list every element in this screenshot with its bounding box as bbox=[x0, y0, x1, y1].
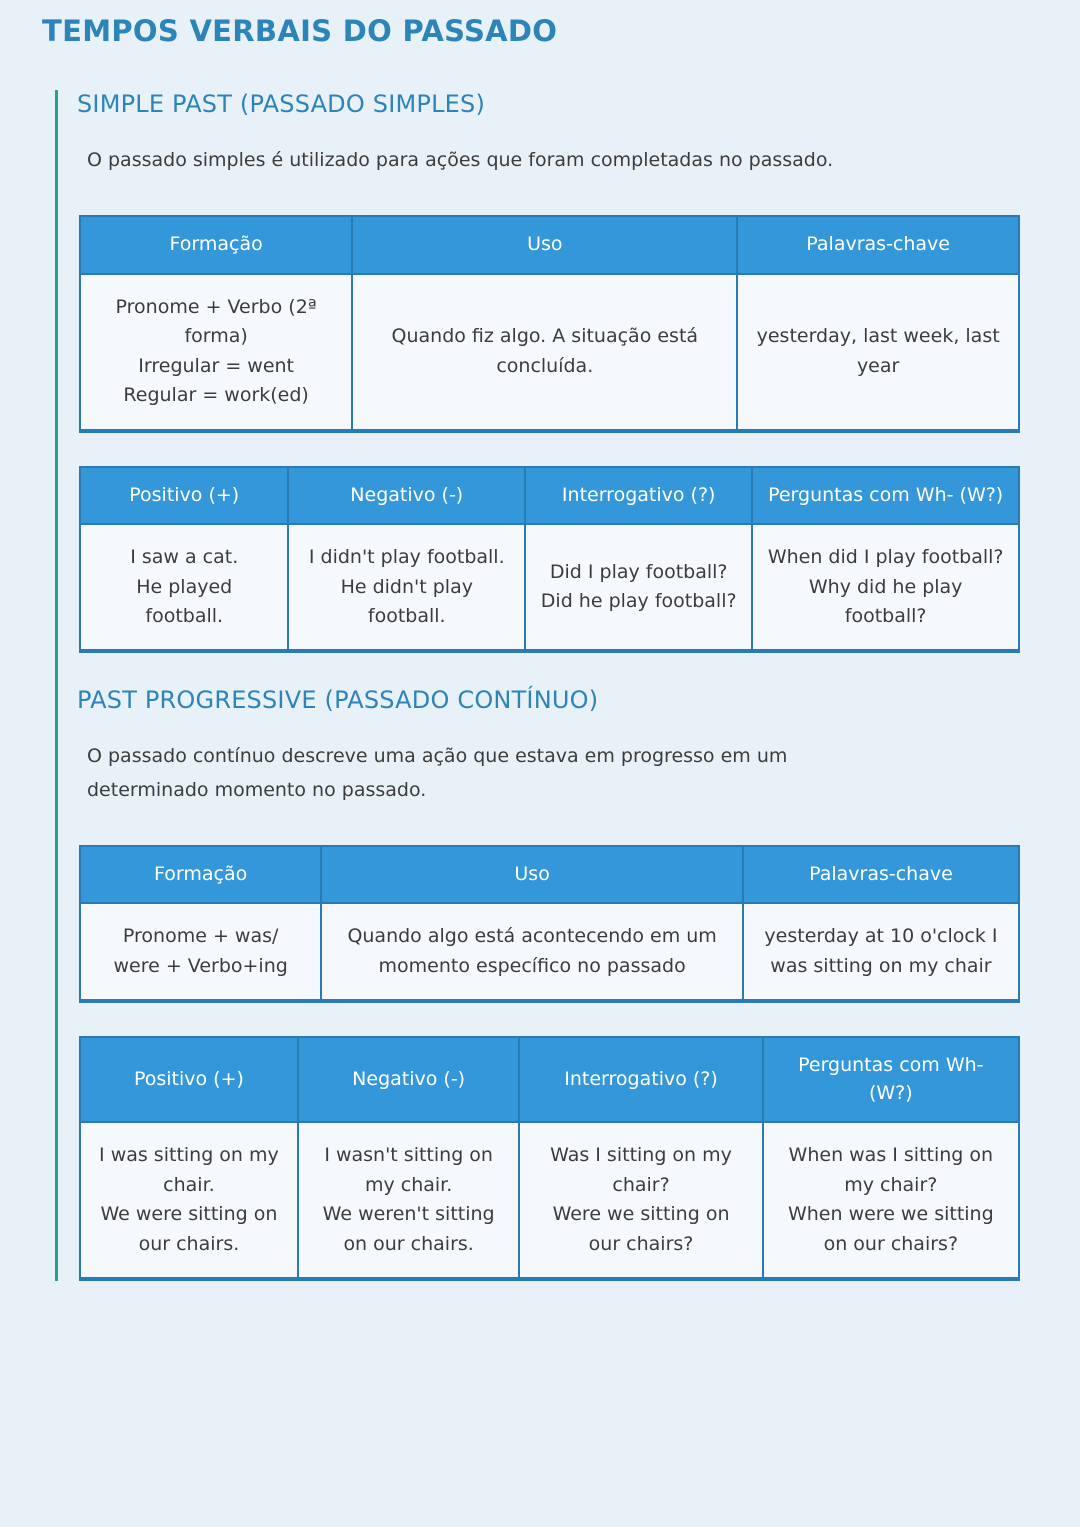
table-cell: Quando algo está acontecendo em um momen… bbox=[320, 902, 744, 1004]
column-header: Interrogativo (?) bbox=[524, 465, 754, 526]
cell-text-line: When did I play football? bbox=[767, 546, 1004, 569]
column-header: Formação bbox=[78, 215, 354, 275]
cell-text-line: He didn't play football. bbox=[340, 575, 473, 627]
table-row: Pronome + Verbo (2ª forma) Irregular = we… bbox=[78, 272, 1020, 433]
table-cell: yesterday at 10 o'clock I was sitting on… bbox=[741, 902, 1021, 1004]
cell-text-line: We were sitting on our chairs. bbox=[100, 1203, 278, 1255]
cell-text-line: He played football. bbox=[136, 575, 233, 627]
table-cell: When did I play football? Why did he play… bbox=[751, 523, 1020, 654]
grammar-table: Formação Uso Palavras-chave Pronome + Verbo… bbox=[78, 215, 1020, 433]
table-cell: Was I sitting on my chair? Were we sittin… bbox=[518, 1121, 764, 1282]
cell-text-line: When were we sitting on our chairs? bbox=[787, 1203, 994, 1255]
grammar-table: Positivo (+) Negativo (-) Interrogativo (?… bbox=[78, 465, 1020, 654]
grammar-table: Positivo (+) Negativo (-) Interrogativo (?… bbox=[79, 1036, 1021, 1282]
content-block: SIMPLE PAST (PASSADO SIMPLES) O passado … bbox=[55, 90, 1060, 1282]
cell-text-line: Quando fiz algo. A situação está concluí… bbox=[391, 325, 699, 377]
table-header-row: Formação Uso Palavras-chave bbox=[78, 215, 1020, 275]
column-header: Palavras-chave bbox=[741, 844, 1021, 905]
table-cell: I saw a cat. He played football. bbox=[78, 523, 290, 654]
cell-text-line: When was I sitting on my chair? bbox=[788, 1144, 994, 1196]
column-header: Perguntas com Wh- (W?) bbox=[761, 1036, 1021, 1124]
grammar-table: Formação Uso Palavras-chave Pronome + was/w… bbox=[78, 844, 1021, 1004]
table-row: Pronome + was/were + Verbo+ing Quando alg… bbox=[78, 902, 1021, 1004]
section-description-past-progressive: O passado contínuo descreve uma ação que… bbox=[87, 745, 788, 801]
table-cell: Quando fiz algo. A situação está concluí… bbox=[351, 272, 739, 433]
past-progressive-forms-table: Positivo (+) Negativo (-) Interrogativo (?… bbox=[79, 1036, 1021, 1282]
table-cell: I wasn't sitting on my chair. We weren't … bbox=[296, 1121, 521, 1282]
table-header-row: Formação Uso Palavras-chave bbox=[78, 844, 1021, 905]
cell-text-line: Were we sitting on our chairs? bbox=[552, 1203, 730, 1255]
cell-text-line: Did I play football? bbox=[549, 560, 728, 583]
section-past-progressive: PAST PROGRESSIVE (PASSADO CONTÍNUO) O pa… bbox=[77, 686, 1060, 1282]
cell-text-line: I saw a cat. bbox=[130, 546, 239, 569]
cell-text-line: Regular = work(ed) bbox=[123, 384, 309, 407]
column-header: Formação bbox=[78, 844, 323, 905]
cell-text-line: I wasn't sitting on my chair. bbox=[324, 1144, 493, 1196]
cell-text-line: We weren't sitting on our chairs. bbox=[322, 1203, 495, 1255]
table-cell: When was I sitting on my chair? When were… bbox=[761, 1121, 1021, 1282]
cell-text-line: yesterday at 10 o'clock I was sitting on… bbox=[764, 925, 998, 977]
cell-text-line: Quando algo está acontecendo em um momen… bbox=[347, 925, 717, 977]
section-heading-past-progressive: PAST PROGRESSIVE (PASSADO CONTÍNUO) bbox=[77, 686, 599, 715]
table-header-row: Positivo (+) Negativo (-) Interrogativo (?… bbox=[78, 465, 1020, 526]
table-cell: yesterday, last week, last year bbox=[736, 272, 1020, 433]
cell-text-line: Pronome + was/ bbox=[122, 925, 279, 948]
cell-text-line: I didn't play football. bbox=[308, 546, 505, 569]
cell-text-line: yesterday, last week, last year bbox=[756, 325, 1000, 377]
column-header: Interrogativo (?) bbox=[518, 1036, 764, 1124]
section-heading-simple-past: SIMPLE PAST (PASSADO SIMPLES) bbox=[77, 90, 486, 118]
column-header: Positivo (+) bbox=[79, 1036, 299, 1124]
cell-text-line: Was I sitting on my chair? bbox=[550, 1144, 732, 1196]
section-description-simple-past: O passado simples é utilizado para ações… bbox=[87, 149, 834, 171]
past-progressive-formation-table: Formação Uso Palavras-chave Pronome + was/w… bbox=[78, 844, 1021, 1004]
cell-text-line: Pronome + Verbo (2ª forma) bbox=[115, 295, 317, 348]
column-header: Palavras-chave bbox=[736, 215, 1020, 275]
page-title: TEMPOS VERBAIS DO PASSADO bbox=[42, 14, 558, 48]
table-header-row: Positivo (+) Negativo (-) Interrogativo (?… bbox=[79, 1036, 1021, 1124]
cell-text-line: Why did he play football? bbox=[808, 575, 963, 627]
cell-text-line: I was sitting on my chair. bbox=[99, 1144, 279, 1196]
simple-past-formation-table: Formação Uso Palavras-chave Pronome + Verbo… bbox=[78, 215, 1020, 433]
table-cell: Pronome + Verbo (2ª forma) Irregular = we… bbox=[78, 272, 354, 433]
column-header: Uso bbox=[320, 844, 744, 905]
table-cell: Did I play football? Did he play football… bbox=[524, 523, 754, 654]
section-simple-past: SIMPLE PAST (PASSADO SIMPLES) O passado … bbox=[77, 90, 1060, 654]
simple-past-forms-table: Positivo (+) Negativo (-) Interrogativo (?… bbox=[78, 465, 1020, 654]
column-header: Negativo (-) bbox=[287, 465, 527, 526]
table-cell: I was sitting on my chair. We were sittin… bbox=[79, 1121, 299, 1282]
column-header: Positivo (+) bbox=[78, 465, 290, 526]
table-row: I was sitting on my chair. We were sittin… bbox=[79, 1121, 1021, 1282]
table-cell: Pronome + was/were + Verbo+ing bbox=[78, 902, 323, 1004]
table-cell: I didn't play football. He didn't play fo… bbox=[287, 523, 527, 654]
cell-text-line: Did he play football? bbox=[540, 590, 737, 613]
cell-text-line: were + Verbo+ing bbox=[113, 954, 288, 977]
column-header: Uso bbox=[351, 215, 739, 275]
column-header: Perguntas com Wh- (W?) bbox=[751, 465, 1020, 526]
table-row: I saw a cat. He played football. I didn't … bbox=[78, 523, 1020, 654]
cell-text-line: Irregular = went bbox=[138, 354, 295, 377]
column-header: Negativo (-) bbox=[296, 1036, 521, 1124]
